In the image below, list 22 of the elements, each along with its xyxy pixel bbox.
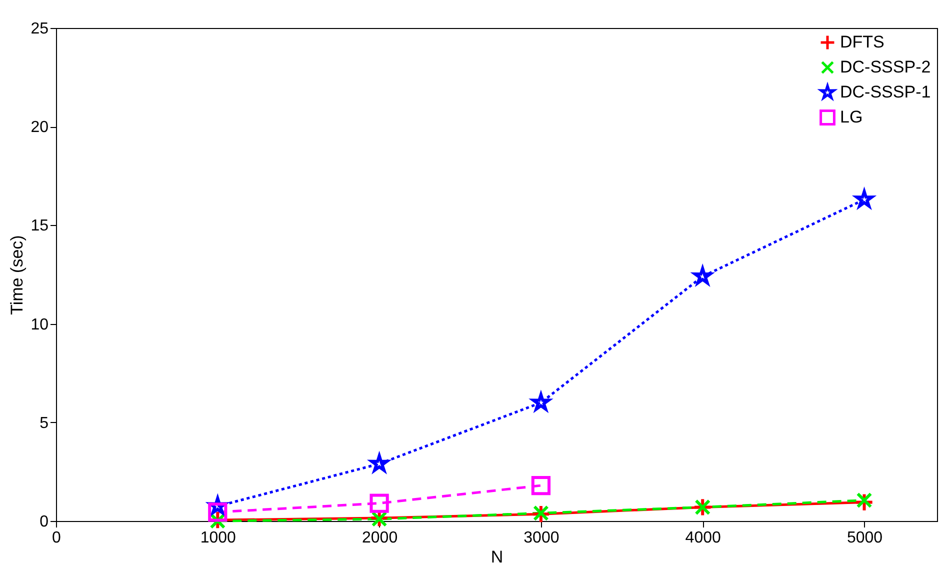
x-tick-label: 1000: [200, 530, 236, 546]
y-tick-label: 20: [30, 119, 49, 136]
x-tick-label: 0: [52, 530, 62, 546]
y-tick-label: 5: [40, 414, 49, 432]
y-tick-label: 0: [40, 514, 49, 530]
legend-label: DC-SSSP-2: [840, 58, 931, 76]
x-tick-label: 5000: [846, 530, 883, 546]
x-tick-label: 4000: [685, 530, 722, 546]
legend-label: DC-SSSP-1: [840, 82, 931, 102]
x-tick-label: 2000: [362, 530, 398, 546]
point: [531, 476, 551, 496]
y-tick-label: 15: [30, 218, 49, 235]
y-tick-label: 10: [30, 316, 49, 334]
point: [370, 494, 389, 513]
x-axis-title: N: [490, 548, 504, 566]
y-tick-label: 25: [30, 20, 49, 38]
point: [856, 492, 872, 508]
point: [371, 511, 388, 527]
legend-label: LG: [840, 108, 863, 126]
y-axis-title: Time (sec): [8, 235, 27, 315]
legend-label: DFTS: [840, 32, 884, 52]
x-tick-label: 3000: [524, 530, 560, 546]
